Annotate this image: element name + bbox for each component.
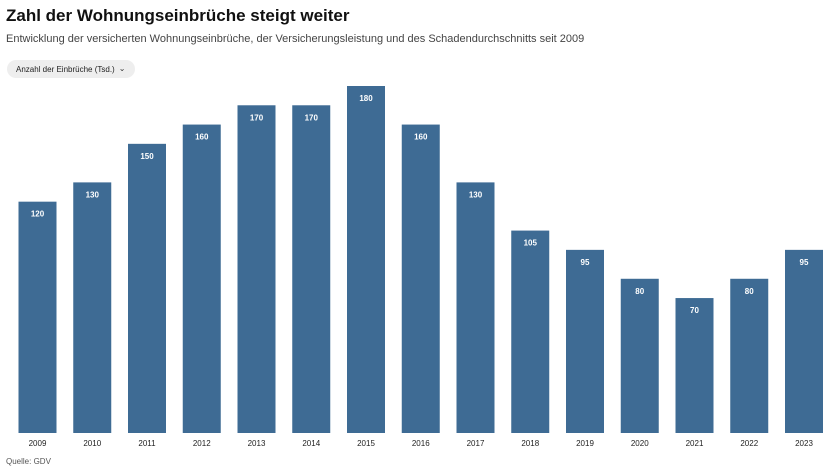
bar-2019[interactable]: [566, 249, 604, 433]
x-tick-2018: 2018: [521, 439, 539, 448]
x-tick-2015: 2015: [357, 439, 375, 448]
bar-2011[interactable]: [128, 143, 166, 433]
x-tick-2010: 2010: [83, 439, 101, 448]
bar-2014[interactable]: [292, 105, 331, 433]
data-label-2010: 130: [86, 190, 100, 199]
data-label-2012: 160: [195, 133, 209, 142]
data-label-2014: 170: [305, 113, 319, 122]
data-label-2011: 150: [140, 152, 154, 161]
x-tick-2020: 2020: [631, 439, 649, 448]
chart-title: Zahl der Wohnungseinbrüche steigt weiter: [6, 6, 350, 25]
x-tick-2014: 2014: [302, 439, 320, 448]
chevron-down-icon: ⌄: [118, 63, 126, 73]
chart-subtitle: Entwicklung der versicherten Wohnungsein…: [6, 33, 585, 45]
bar-2010[interactable]: [73, 182, 112, 433]
bar-2022[interactable]: [730, 278, 769, 433]
data-label-2023: 95: [800, 258, 809, 267]
data-label-2015: 180: [359, 94, 373, 103]
x-tick-2016: 2016: [412, 439, 430, 448]
x-tick-2011: 2011: [138, 439, 156, 448]
data-label-2020: 80: [635, 287, 644, 296]
x-tick-2017: 2017: [467, 439, 485, 448]
data-label-2019: 95: [581, 258, 590, 267]
x-tick-2012: 2012: [193, 439, 211, 448]
x-tick-2022: 2022: [740, 439, 758, 448]
metric-dropdown-label: Anzahl der Einbrüche (Tsd.): [16, 64, 115, 74]
data-label-2018: 105: [524, 239, 538, 248]
data-label-2009: 120: [31, 210, 45, 219]
data-label-2016: 160: [414, 133, 428, 142]
data-label-2022: 80: [745, 287, 754, 296]
bar-2020[interactable]: [620, 278, 659, 433]
x-tick-2013: 2013: [248, 439, 266, 448]
bar-2013[interactable]: [237, 105, 276, 433]
data-label-2013: 170: [250, 113, 264, 122]
bar-2015[interactable]: [347, 86, 385, 433]
x-tick-2021: 2021: [686, 439, 704, 448]
bar-2012[interactable]: [182, 124, 221, 433]
data-label-2017: 130: [469, 190, 483, 199]
metric-dropdown[interactable]: Anzahl der Einbrüche (Tsd.) ⌄: [7, 60, 136, 78]
data-label-2021: 70: [690, 306, 699, 315]
bar-2021[interactable]: [675, 298, 714, 433]
bar-2017[interactable]: [456, 182, 495, 433]
bar-2023[interactable]: [785, 249, 823, 433]
bar-2009[interactable]: [18, 201, 57, 433]
source-note: Quelle: GDV: [6, 457, 51, 466]
bar-2016[interactable]: [401, 124, 440, 433]
bar-2018[interactable]: [511, 230, 550, 433]
x-tick-2023: 2023: [795, 439, 813, 448]
x-tick-2019: 2019: [576, 439, 594, 448]
x-tick-2009: 2009: [29, 439, 47, 448]
